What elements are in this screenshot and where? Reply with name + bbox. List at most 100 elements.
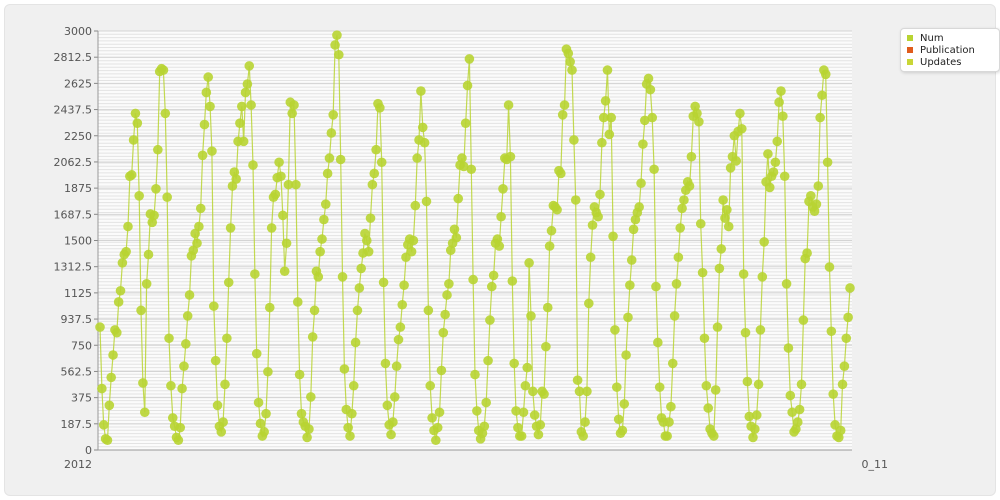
data-point-num (276, 171, 286, 182)
legend-item-publication[interactable]: Publication (907, 44, 993, 56)
data-point-num (179, 361, 189, 372)
data-point-num (570, 195, 581, 205)
data-point-num (421, 196, 432, 207)
data-point-num (139, 407, 150, 418)
data-point-num (582, 386, 592, 397)
data-point-num (356, 263, 366, 274)
data-point-num (574, 386, 585, 397)
data-point-num (292, 297, 303, 307)
data-point-num (841, 333, 852, 344)
data-point-num (839, 361, 850, 372)
data-point-num (274, 157, 284, 168)
data-point-num (307, 332, 318, 342)
y-tick-label: 375 (71, 392, 92, 405)
data-point-num (451, 232, 462, 243)
data-point-num (643, 73, 654, 84)
data-point-num (695, 218, 706, 229)
data-point-num (283, 179, 294, 190)
data-point-num (595, 189, 605, 200)
data-point-num (98, 420, 109, 430)
data-point-num (143, 249, 154, 260)
data-point-num (546, 225, 557, 236)
data-point-num (432, 422, 443, 433)
data-point-num (388, 417, 398, 427)
data-point-num (567, 65, 577, 75)
data-point-num (313, 272, 324, 282)
legend-item-num[interactable]: Num (907, 32, 993, 44)
data-point-num (406, 246, 417, 257)
data-point-num (779, 171, 790, 182)
data-point-num (613, 414, 624, 425)
data-point-num (496, 211, 506, 222)
data-point-num (578, 431, 589, 441)
data-point-num (753, 379, 764, 390)
data-point-num (462, 80, 473, 91)
data-point-num (263, 366, 273, 377)
data-point-num (557, 110, 568, 120)
legend-label-num: Num (920, 32, 944, 44)
data-point-num (677, 203, 687, 214)
data-point-num (738, 269, 749, 279)
data-point-num (778, 111, 788, 121)
data-point-num (598, 112, 609, 123)
data-point-num (457, 153, 467, 163)
data-point-num (675, 223, 686, 233)
data-point-num (151, 184, 161, 194)
data-point-num (744, 411, 755, 422)
data-point-num (714, 263, 725, 274)
data-point-num (261, 408, 271, 419)
data-point-num (246, 100, 256, 110)
data-point-num (397, 299, 408, 310)
data-point-num (472, 406, 482, 416)
data-point-num (712, 322, 723, 332)
data-point-num (460, 118, 471, 128)
data-point-num (783, 343, 794, 353)
y-tick-label: 1875 (64, 182, 92, 195)
data-point-num (671, 278, 682, 289)
legend-item-updates[interactable]: Updates (907, 56, 993, 68)
data-point-num (365, 213, 376, 223)
data-point-num (236, 101, 247, 112)
data-point-num (796, 379, 807, 390)
data-point-num (158, 65, 169, 75)
data-point-num (427, 413, 437, 423)
data-point-num (326, 128, 337, 138)
data-point-num (296, 408, 307, 419)
data-point-num (212, 400, 223, 411)
data-point-num (287, 108, 297, 119)
data-point-num (697, 267, 708, 278)
data-point-num (731, 156, 741, 166)
data-point-num (203, 72, 214, 82)
data-point-num (544, 241, 555, 251)
y-tick-label: 1687.5 (54, 208, 93, 221)
data-point-num (511, 406, 521, 416)
data-point-num (350, 337, 361, 348)
data-point-num (722, 204, 732, 215)
data-point-num (291, 179, 301, 190)
data-point-num (207, 146, 217, 156)
data-point-num (304, 424, 314, 434)
data-point-num (134, 191, 144, 201)
data-point-num (97, 383, 107, 394)
data-point-num (259, 427, 269, 437)
data-point-num (813, 181, 824, 191)
data-point-num (248, 160, 258, 170)
y-tick-label: 1500 (64, 235, 92, 248)
data-point-num (679, 195, 689, 205)
data-point-num (332, 30, 342, 40)
data-point-num (315, 246, 325, 257)
data-point-num (552, 204, 562, 215)
data-point-num (662, 431, 672, 441)
data-point-num (182, 311, 193, 321)
data-point-num (324, 153, 335, 163)
data-point-num (759, 237, 769, 247)
data-point-num (826, 326, 837, 337)
data-point-num (434, 407, 445, 418)
data-point-num (111, 327, 122, 338)
data-point-num (845, 283, 855, 293)
data-point-num (649, 164, 659, 175)
data-point-num (235, 118, 245, 128)
y-tick-label: 2250 (64, 130, 92, 143)
data-point-num (785, 390, 796, 401)
data-point-num (817, 90, 827, 101)
